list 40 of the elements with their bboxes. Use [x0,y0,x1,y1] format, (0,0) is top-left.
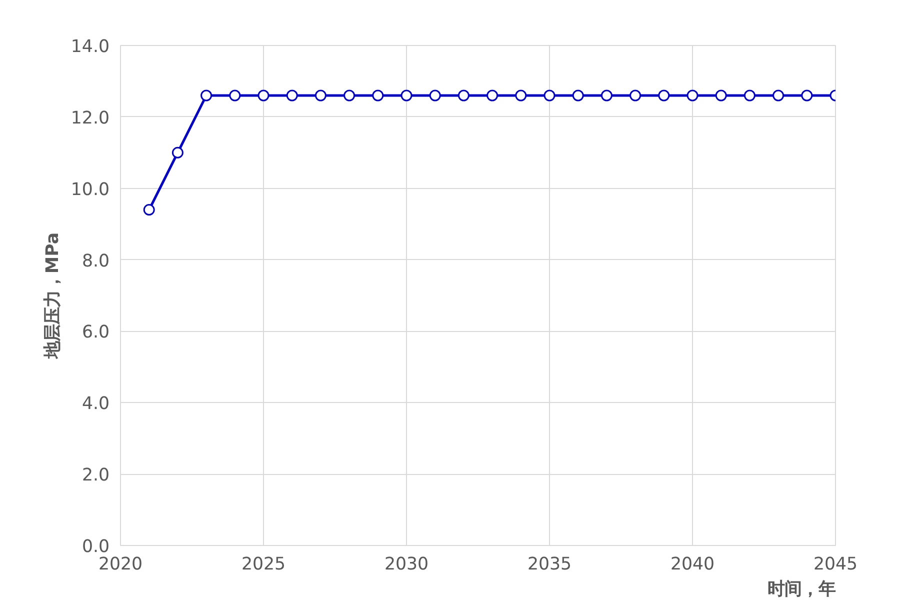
point [801,90,813,102]
x-tick-label: 2025 [241,554,286,574]
point [314,90,326,102]
x-tick-label: 2045 [813,554,858,574]
point [772,90,784,102]
y-tick-label: 14.0 [70,37,110,57]
point [344,90,356,102]
point [486,90,498,102]
point [200,90,212,102]
y-tick-label: 0.0 [82,537,110,557]
y-axis-title: 地层压力，MPa [42,232,63,360]
point [229,90,241,102]
point [286,90,298,102]
point [686,90,698,102]
point [172,146,184,158]
x-tick-label: 2030 [384,554,429,574]
y-tick-label: 10.0 [70,180,110,200]
point [572,90,584,102]
point [458,90,470,102]
y-tick-label: 6.0 [82,322,110,343]
point [600,90,612,102]
point [429,90,441,102]
point [744,90,756,102]
point [258,90,270,102]
y-tick-label: 2.0 [82,466,110,486]
point [630,90,642,102]
x-tick-label: 2040 [670,554,715,574]
y-tick-label: 8.0 [82,251,110,272]
point [515,90,527,102]
y-tick-label: 4.0 [82,394,110,414]
point [715,90,727,102]
point [658,90,670,102]
x-axis-title: 时间，年 [768,580,836,600]
point [372,90,384,102]
point [544,90,556,102]
point [400,90,412,102]
point [143,204,155,216]
x-tick-label: 2020 [98,554,143,574]
x-tick-label: 2035 [527,554,572,574]
y-tick-label: 12.0 [70,108,110,128]
